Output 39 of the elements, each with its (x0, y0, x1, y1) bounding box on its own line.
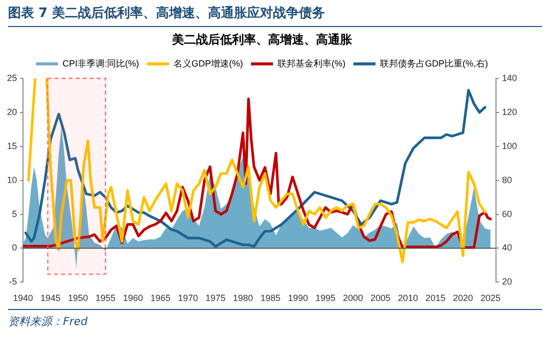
y2-tick-label: 40 (502, 242, 512, 253)
y-tick-label: 5 (12, 208, 18, 219)
x-tick-label: 2015 (425, 293, 446, 304)
x-tick-label: 2000 (342, 293, 364, 304)
x-tick-label: 1975 (205, 293, 226, 304)
text: 图表 7 美二战后低利率、高增速、高通胀应对战争债务 (8, 4, 542, 27)
legend-label: 联邦基金利率(%) (278, 58, 346, 68)
y2-tick-label: 100 (502, 140, 518, 151)
x-tick-label: 1990 (288, 293, 308, 304)
y2-tick-label: 120 (502, 106, 518, 117)
x-tick-label: 1945 (40, 293, 61, 304)
y2-tick-label: 60 (502, 208, 512, 219)
x-tick-label: 1980 (232, 293, 254, 304)
chart-title: 美二战后低利率、高增速、高通胀 (171, 32, 353, 47)
x-tick-label: 2010 (398, 293, 418, 304)
legend-label: 名义GDP增速(%) (174, 58, 244, 68)
legend-label: 联邦债务占GDP比重(%,右) (380, 58, 488, 68)
y-tick-label: 0 (12, 242, 18, 253)
y-tick-label: 20 (6, 106, 18, 117)
x-tick-label: 1955 (95, 293, 116, 304)
x-tick-label: 1960 (122, 293, 144, 304)
x-tick-label: 1965 (150, 293, 171, 304)
x-tick-label: 1970 (178, 293, 198, 304)
x-tick-label: 1950 (68, 293, 88, 304)
x-tick-label: 2025 (480, 293, 500, 304)
y-tick-label: 15 (6, 140, 18, 151)
x-tick-label: 1995 (315, 293, 336, 304)
legend-label: CPI非季调:同比(%) (62, 58, 140, 68)
x-tick-label: 2020 (452, 293, 473, 304)
x-tick-label: 1985 (260, 293, 281, 304)
y-tick-label: -5 (8, 276, 18, 287)
text: 资料来源：Fred (8, 309, 542, 329)
y-tick-label: 25 (6, 72, 18, 83)
x-tick-label: 2005 (370, 293, 391, 304)
y2-tick-label: 140 (502, 72, 518, 83)
x-tick-label: 1940 (12, 293, 34, 304)
y2-tick-label: 80 (502, 174, 512, 185)
y-tick-label: 10 (6, 174, 18, 185)
y2-tick-label: 20 (502, 276, 512, 287)
